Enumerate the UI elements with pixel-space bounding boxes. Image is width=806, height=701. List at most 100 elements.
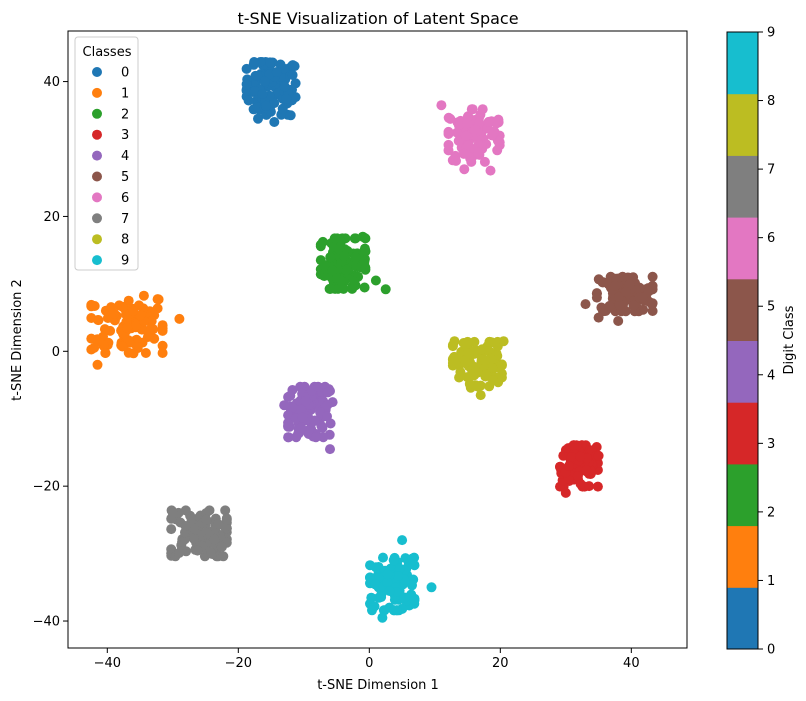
data-point (580, 299, 591, 310)
data-point (277, 103, 288, 114)
data-point (492, 145, 503, 156)
data-point (201, 514, 212, 525)
data-point (146, 316, 157, 327)
y-tick-label: 0 (52, 345, 60, 360)
legend-marker (92, 171, 102, 182)
data-point (378, 552, 388, 563)
data-point (572, 471, 583, 481)
x-tick-label: 0 (365, 656, 373, 671)
data-point (458, 148, 469, 159)
data-point (498, 336, 509, 347)
colorbar-tick-label: 1 (767, 574, 775, 589)
legend-label: 3 (121, 128, 129, 143)
data-point (100, 348, 111, 358)
series-7 (166, 505, 232, 562)
data-point (287, 70, 298, 80)
legend-entry-6: 6 (92, 191, 129, 206)
data-point (315, 239, 326, 250)
data-point (462, 118, 473, 129)
data-point (285, 390, 296, 401)
legend-label: 4 (121, 149, 129, 164)
data-point (475, 390, 486, 401)
data-point (480, 355, 491, 366)
data-point (322, 400, 333, 410)
data-point (192, 545, 203, 556)
data-point (409, 560, 420, 571)
colorbar-tick-label: 7 (767, 163, 775, 178)
data-point (336, 275, 347, 286)
data-point (575, 451, 586, 462)
data-point (128, 348, 139, 359)
colorbar-segment-4 (727, 340, 758, 403)
data-point (486, 337, 497, 348)
legend-entry-4: 4 (92, 149, 129, 164)
data-point (300, 396, 311, 406)
legend-marker (92, 67, 102, 77)
data-point (325, 283, 336, 294)
data-point (370, 579, 381, 590)
data-point (296, 422, 307, 433)
data-point (213, 519, 224, 530)
data-point (647, 271, 658, 282)
data-point (359, 256, 370, 267)
colorbar-tick-label: 4 (767, 368, 775, 383)
data-point (637, 292, 648, 303)
data-point (179, 534, 190, 545)
series-3 (555, 440, 604, 498)
data-point (327, 265, 338, 276)
data-point (487, 130, 497, 141)
colorbar-segment-6 (727, 217, 758, 280)
legend-label: 1 (121, 86, 129, 101)
data-point (269, 98, 280, 109)
data-point (388, 555, 399, 566)
data-point (426, 582, 437, 593)
data-point (647, 298, 658, 309)
data-point (189, 534, 199, 544)
legend-label: 7 (121, 212, 129, 227)
legend-box (74, 36, 139, 271)
data-point (252, 102, 263, 113)
colorbar-tick-label: 6 (767, 231, 775, 246)
data-point (117, 341, 128, 352)
data-point (283, 432, 294, 443)
data-point (144, 325, 155, 336)
data-point (249, 57, 260, 67)
data-point (216, 541, 227, 552)
data-point (167, 508, 178, 519)
data-point (591, 292, 602, 303)
data-point (220, 505, 231, 516)
legend: Classes 0 1 2 3 4 5 6 7 8 9 (74, 36, 139, 271)
legend-label: 0 (121, 66, 129, 81)
data-point (453, 135, 464, 146)
colorbar-segment-3 (727, 402, 758, 465)
data-point (467, 104, 478, 115)
data-point (449, 336, 460, 347)
legend-entry-2: 2 (92, 107, 129, 122)
data-point (350, 280, 361, 291)
data-point (189, 523, 200, 534)
data-point (122, 322, 133, 333)
data-point (483, 116, 494, 127)
data-point (166, 524, 177, 535)
legend-marker (92, 129, 102, 140)
legend-label: 8 (121, 233, 129, 248)
data-point (99, 324, 110, 335)
data-point (218, 551, 229, 562)
data-point (593, 450, 604, 461)
data-point (357, 231, 368, 242)
colorbar-segments (727, 32, 758, 650)
x-axis-label: t-SNE Dimension 1 (317, 678, 439, 693)
colorbar-tick-label: 3 (767, 437, 775, 452)
x-tick-label: −40 (94, 656, 121, 671)
legend-label: 9 (121, 254, 129, 269)
data-point (123, 295, 134, 306)
data-point (643, 286, 654, 297)
series-8 (447, 336, 509, 401)
data-point (209, 534, 220, 545)
data-point (628, 300, 639, 311)
data-point (249, 86, 260, 96)
data-point (370, 275, 381, 286)
data-point (469, 124, 480, 135)
data-point (382, 569, 393, 580)
